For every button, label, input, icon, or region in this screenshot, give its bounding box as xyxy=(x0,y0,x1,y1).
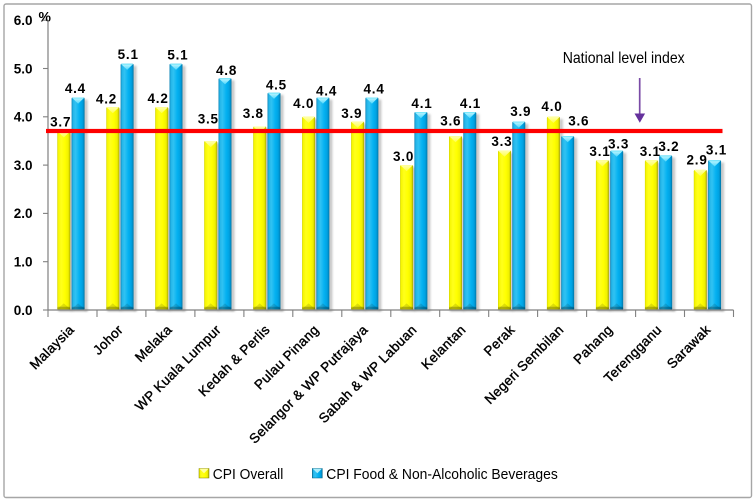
svg-text:3.2: 3.2 xyxy=(658,139,679,154)
svg-text:3.8: 3.8 xyxy=(243,106,264,121)
svg-text:3.3: 3.3 xyxy=(491,134,512,149)
svg-text:4.4: 4.4 xyxy=(316,83,337,98)
svg-text:3.3: 3.3 xyxy=(608,137,629,152)
svg-text:3.7: 3.7 xyxy=(50,114,71,129)
svg-text:4.5: 4.5 xyxy=(266,77,287,92)
svg-text:CPI Overall: CPI Overall xyxy=(213,467,283,483)
svg-text:4.0: 4.0 xyxy=(293,96,314,111)
svg-text:6.0: 6.0 xyxy=(14,13,33,28)
svg-text:3.9: 3.9 xyxy=(341,106,362,121)
svg-text:4.2: 4.2 xyxy=(96,92,117,107)
svg-text:3.6: 3.6 xyxy=(568,114,589,129)
svg-text:2.0: 2.0 xyxy=(14,206,33,221)
svg-text:National level index: National level index xyxy=(563,50,685,67)
svg-text:4.8: 4.8 xyxy=(216,63,237,78)
svg-text:2.9: 2.9 xyxy=(687,153,708,168)
svg-text:4.2: 4.2 xyxy=(148,91,169,106)
svg-text:3.9: 3.9 xyxy=(510,104,531,119)
svg-text:%: % xyxy=(39,9,52,25)
svg-text:3.6: 3.6 xyxy=(440,113,461,128)
svg-text:4.0: 4.0 xyxy=(14,110,33,125)
svg-text:3.0: 3.0 xyxy=(14,158,33,173)
svg-text:3.0: 3.0 xyxy=(393,149,414,164)
svg-text:5.1: 5.1 xyxy=(118,47,139,62)
svg-text:5.1: 5.1 xyxy=(167,48,188,63)
svg-text:4.4: 4.4 xyxy=(364,82,385,97)
svg-text:4.0: 4.0 xyxy=(541,99,562,114)
svg-text:3.1: 3.1 xyxy=(706,142,727,157)
svg-text:CPI Food & Non-Alcoholic Beve: CPI Food & Non-Alcoholic Beverages xyxy=(326,467,558,483)
svg-text:4.1: 4.1 xyxy=(460,96,481,111)
svg-text:5.0: 5.0 xyxy=(14,61,33,76)
svg-text:3.1: 3.1 xyxy=(640,144,661,159)
svg-text:4.1: 4.1 xyxy=(411,96,432,111)
svg-text:1.0: 1.0 xyxy=(14,255,33,270)
svg-text:3.1: 3.1 xyxy=(589,144,610,159)
svg-text:0.0: 0.0 xyxy=(14,303,33,318)
svg-text:3.5: 3.5 xyxy=(198,112,219,127)
svg-text:4.4: 4.4 xyxy=(65,81,86,96)
